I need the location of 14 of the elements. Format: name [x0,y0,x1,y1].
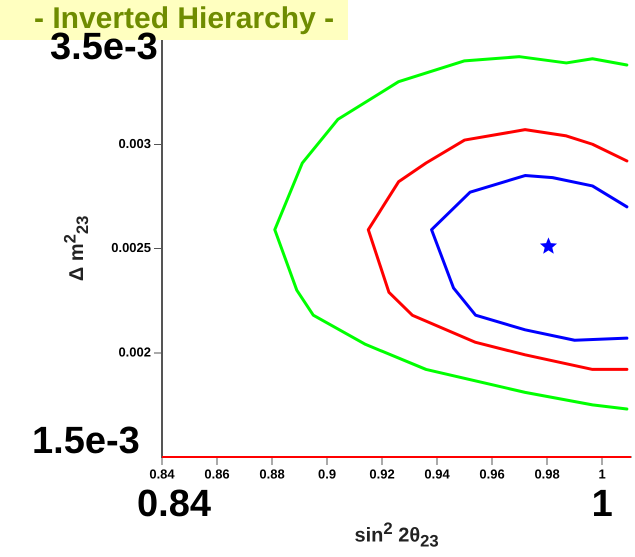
x-tick-label: 0.96 [479,466,505,482]
y-tick-label: 0.003 [118,136,151,151]
x-tick-label: 0.94 [424,466,450,482]
x-tick-label: 0.98 [534,466,560,482]
y-tick-label: 0.0025 [111,240,151,256]
text: 1.5e-3 [32,420,140,463]
x-tick-label: 0.9 [318,466,336,482]
y-tick-label: 0.002 [118,344,151,360]
x-tick-label: 1 [598,466,606,482]
x-tick-label: 0.92 [369,466,395,482]
x-tick-label: 0.84 [149,466,176,482]
x-tick-label: 0.86 [204,466,230,482]
x-axis-title: sin$^{2}$ 2θ$_{23}$ [354,519,439,552]
x-tick-label: 0.88 [259,466,285,482]
